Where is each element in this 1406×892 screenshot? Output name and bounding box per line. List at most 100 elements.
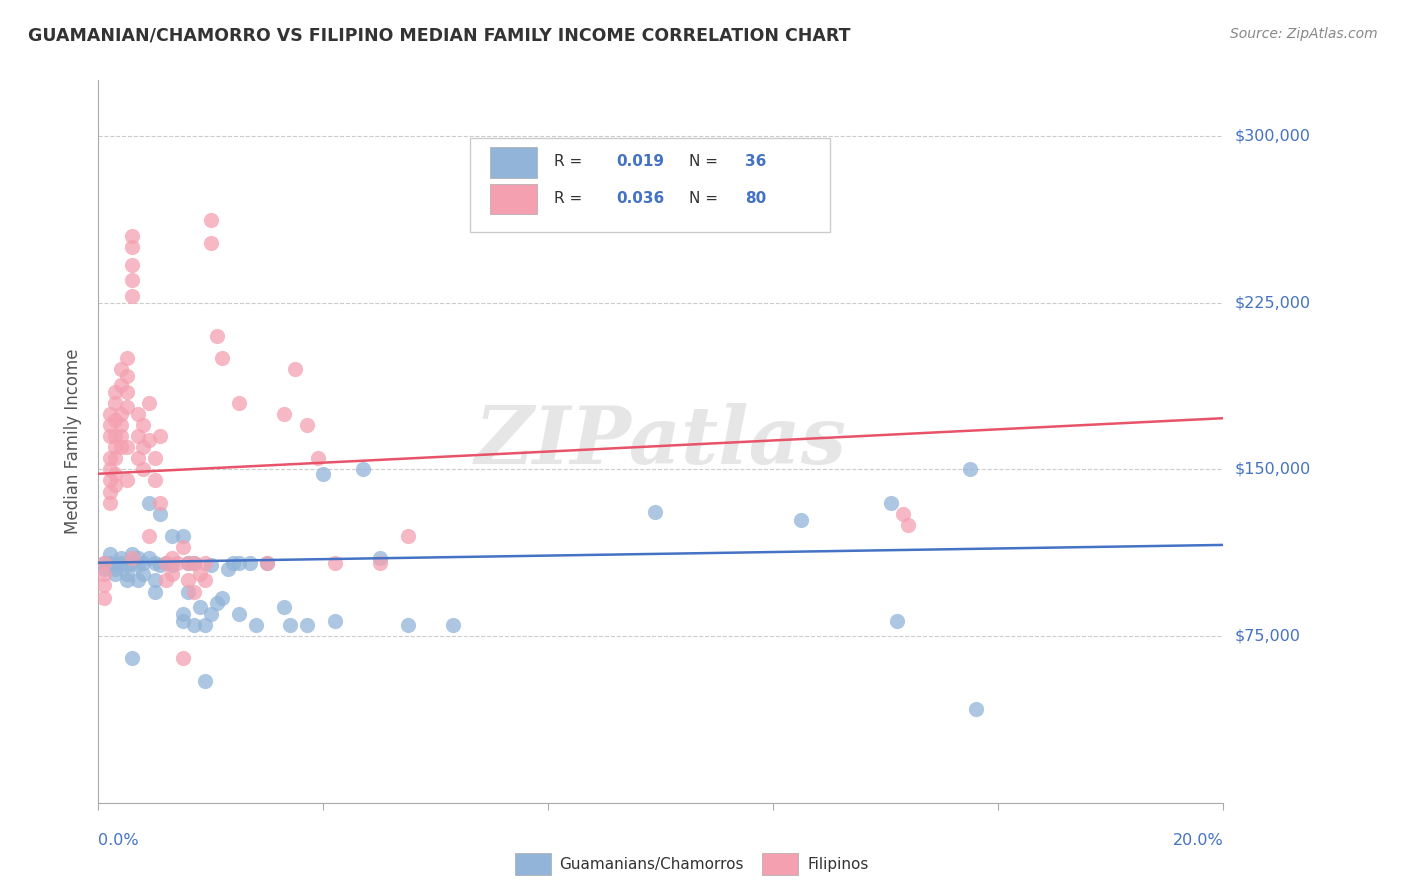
Point <box>441 618 464 632</box>
Point <box>121 273 143 287</box>
Point <box>177 584 200 599</box>
Point <box>143 574 166 588</box>
Point <box>121 289 143 303</box>
Point <box>93 578 115 592</box>
Point <box>121 551 143 566</box>
Point <box>217 562 239 576</box>
Point <box>205 596 228 610</box>
Point <box>183 556 205 570</box>
Point <box>352 462 374 476</box>
Point <box>188 566 211 581</box>
Point <box>959 462 981 476</box>
Point <box>149 429 172 443</box>
Point <box>138 551 160 566</box>
Point <box>104 467 127 481</box>
Point <box>307 451 329 466</box>
Point <box>143 584 166 599</box>
Text: 36: 36 <box>745 154 766 169</box>
Point <box>98 556 121 570</box>
Text: 80: 80 <box>745 191 766 205</box>
Point <box>891 507 914 521</box>
Point <box>790 513 813 527</box>
FancyBboxPatch shape <box>762 854 799 875</box>
Text: $150,000: $150,000 <box>1234 462 1310 477</box>
Point <box>368 551 391 566</box>
Point <box>115 440 138 454</box>
Point <box>138 496 160 510</box>
Point <box>132 566 155 581</box>
Point <box>127 451 149 466</box>
Point <box>138 434 160 448</box>
Point <box>121 240 143 254</box>
Point <box>132 417 155 432</box>
Point <box>121 547 143 561</box>
Point <box>115 566 138 581</box>
Point <box>115 474 138 488</box>
Text: Source: ZipAtlas.com: Source: ZipAtlas.com <box>1230 27 1378 41</box>
Point <box>644 505 666 519</box>
Point <box>149 558 172 572</box>
Point <box>228 395 250 409</box>
Point <box>897 517 920 532</box>
Point <box>98 417 121 432</box>
Point <box>110 407 132 421</box>
Point <box>194 673 217 688</box>
Point <box>211 591 233 606</box>
Point <box>880 496 903 510</box>
Point <box>200 607 222 621</box>
Point <box>143 474 166 488</box>
Point <box>110 377 132 392</box>
Point <box>132 556 155 570</box>
Point <box>121 556 143 570</box>
Point <box>127 558 149 572</box>
Point <box>965 702 987 716</box>
Point <box>172 651 194 665</box>
Point <box>396 529 419 543</box>
Point <box>115 574 138 588</box>
Point <box>143 556 166 570</box>
Point <box>104 429 127 443</box>
Point <box>127 551 149 566</box>
Point <box>228 607 250 621</box>
Point <box>368 556 391 570</box>
Point <box>166 556 188 570</box>
Point <box>183 584 205 599</box>
Point <box>121 651 143 665</box>
Point <box>143 451 166 466</box>
Point <box>98 462 121 476</box>
Text: N =: N = <box>689 154 723 169</box>
FancyBboxPatch shape <box>470 138 830 232</box>
Point <box>104 562 127 576</box>
Point <box>138 395 160 409</box>
Point <box>98 451 121 466</box>
Point <box>115 558 138 572</box>
Point <box>396 618 419 632</box>
Point <box>93 591 115 606</box>
Point <box>245 618 267 632</box>
Point <box>110 440 132 454</box>
Point <box>121 258 143 272</box>
Point <box>110 362 132 376</box>
Point <box>256 556 278 570</box>
Point <box>205 329 228 343</box>
Point <box>98 496 121 510</box>
Point <box>104 451 127 466</box>
Point <box>295 618 318 632</box>
Point <box>110 417 132 432</box>
Text: $75,000: $75,000 <box>1234 629 1301 643</box>
FancyBboxPatch shape <box>489 184 537 214</box>
Text: 0.036: 0.036 <box>616 191 664 205</box>
Point <box>155 556 177 570</box>
Point <box>211 351 233 366</box>
Y-axis label: Median Family Income: Median Family Income <box>65 349 83 534</box>
Text: $300,000: $300,000 <box>1234 128 1310 144</box>
Text: Filipinos: Filipinos <box>807 856 869 871</box>
Point <box>155 574 177 588</box>
Text: 0.0%: 0.0% <box>98 833 139 848</box>
Point <box>194 618 217 632</box>
Point <box>239 556 262 570</box>
Point <box>98 474 121 488</box>
Point <box>183 556 205 570</box>
Point <box>98 407 121 421</box>
Point <box>172 529 194 543</box>
